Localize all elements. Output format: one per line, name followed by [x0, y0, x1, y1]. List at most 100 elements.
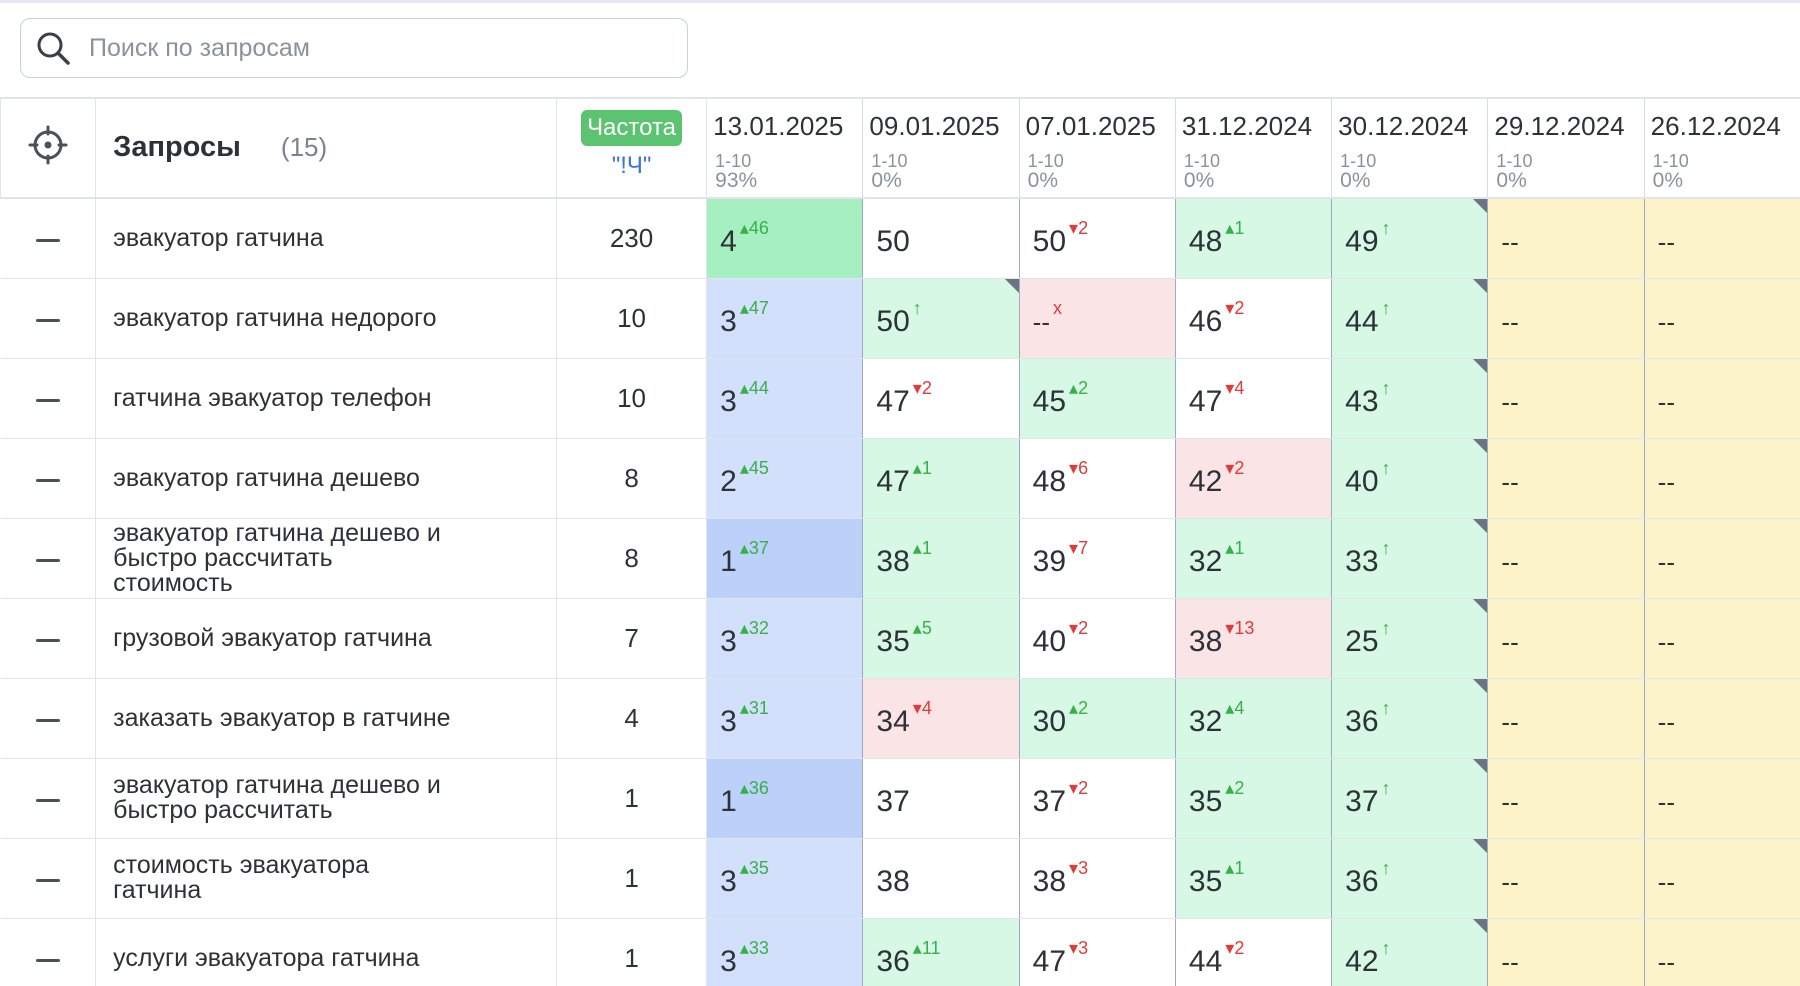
position-cell[interactable]: 37 ↑ — [1331, 758, 1489, 839]
remove-query-icon[interactable] — [35, 799, 60, 802]
position-cell[interactable]: -- — [1487, 518, 1645, 599]
remove-query-icon[interactable] — [35, 479, 60, 482]
position-cell[interactable]: -- — [1487, 918, 1645, 986]
position-cell[interactable]: 48 ▾6 — [1018, 438, 1176, 519]
position-cell[interactable]: 49 ↑ — [1331, 198, 1489, 279]
position-cell[interactable]: 34 ▾4 — [862, 678, 1020, 759]
date-column-header[interactable]: 07.01.2025 1-10 0% — [1018, 97, 1176, 199]
date-column-header[interactable]: 13.01.2025 1-10 93% — [706, 97, 864, 199]
search-box[interactable] — [20, 18, 688, 78]
position-cell[interactable]: 37 ▾2 — [1018, 758, 1176, 839]
position-cell[interactable]: 38 — [862, 838, 1020, 919]
position-cell[interactable]: 50 — [862, 198, 1020, 279]
position-cell[interactable]: 40 ↑ — [1331, 438, 1489, 519]
position-cell[interactable]: 38 ▾3 — [1018, 838, 1176, 919]
position-cell[interactable]: 35 ▴2 — [1174, 758, 1333, 839]
position-cell[interactable]: 43 ↑ — [1331, 358, 1489, 439]
position-cell[interactable]: 33 ↑ — [1331, 518, 1489, 599]
remove-query-icon[interactable] — [35, 959, 60, 962]
position-cell[interactable]: 38 ▴1 — [862, 518, 1020, 599]
position-cell[interactable]: 36 ↑ — [1331, 678, 1489, 759]
position-cell[interactable]: 25 ↑ — [1331, 598, 1489, 679]
position-value: 4 — [720, 225, 737, 259]
position-cell[interactable]: 3 ▴47 — [706, 278, 864, 359]
query-cell: заказать эвакуатор в гатчине — [95, 678, 557, 759]
position-cell[interactable]: 40 ▾2 — [1018, 598, 1176, 679]
position-cell[interactable]: 3 ▴33 — [706, 918, 864, 986]
position-cell[interactable]: 4 ▴46 — [706, 198, 864, 279]
search-input[interactable] — [87, 32, 687, 64]
position-cell[interactable]: -- — [1643, 598, 1800, 679]
position-cell[interactable]: 36 ↑ — [1331, 838, 1489, 919]
position-cell[interactable]: -- — [1487, 598, 1645, 679]
position-cell[interactable]: -- — [1643, 758, 1800, 839]
position-cell[interactable]: -- — [1487, 678, 1645, 759]
position-cell[interactable]: -- — [1487, 358, 1645, 439]
position-cell[interactable]: 3 ▴44 — [706, 358, 864, 439]
position-cell[interactable]: 3 ▴32 — [706, 598, 864, 679]
position-cell[interactable]: 32 ▴4 — [1174, 678, 1333, 759]
remove-query-icon[interactable] — [35, 559, 60, 562]
position-cell[interactable]: -- — [1487, 198, 1645, 279]
date-column-header[interactable]: 30.12.2024 1-10 0% — [1331, 97, 1489, 199]
remove-query-icon[interactable] — [35, 239, 60, 243]
position-cell[interactable]: -- — [1487, 278, 1645, 359]
position-cell[interactable]: -- — [1487, 758, 1645, 839]
remove-query-icon[interactable] — [35, 879, 60, 882]
remove-query-icon[interactable] — [35, 719, 60, 722]
date-column-header[interactable]: 09.01.2025 1-10 0% — [862, 97, 1020, 199]
position-cell[interactable]: 1 ▴37 — [706, 518, 864, 599]
position-cell[interactable]: 45 ▴2 — [1018, 358, 1176, 439]
position-cell[interactable]: 3 ▴35 — [706, 838, 864, 919]
position-cell[interactable]: 38 ▾13 — [1174, 598, 1333, 679]
target-icon[interactable] — [28, 125, 68, 170]
position-value: 3 — [720, 865, 737, 898]
remove-query-icon[interactable] — [35, 319, 60, 322]
position-cell[interactable]: 47 ▾4 — [1174, 358, 1333, 439]
position-cell[interactable]: 47 ▾3 — [1018, 918, 1176, 986]
position-cell[interactable]: -- — [1643, 518, 1800, 599]
position-cell[interactable]: 32 ▴1 — [1174, 518, 1333, 599]
position-cell[interactable]: 46 ▾2 — [1174, 278, 1333, 359]
position-value: 33 — [1345, 545, 1379, 578]
position-cell[interactable]: 44 ↑ — [1331, 278, 1489, 359]
position-cell[interactable]: -- — [1643, 438, 1800, 519]
position-cell[interactable]: 42 ↑ — [1331, 918, 1489, 986]
position-cell[interactable]: 47 ▴1 — [862, 438, 1020, 519]
remove-query-icon[interactable] — [35, 639, 60, 642]
position-cell[interactable]: 36 ▴11 — [862, 918, 1020, 986]
position-cell[interactable]: -- x — [1018, 278, 1176, 359]
date-column-header[interactable]: 31.12.2024 1-10 0% — [1174, 97, 1333, 199]
position-cell[interactable]: 1 ▴36 — [706, 758, 864, 839]
position-cell[interactable]: 37 — [862, 758, 1020, 839]
position-cell[interactable]: 47 ▾2 — [862, 358, 1020, 439]
frequency-badge[interactable]: Частота — [581, 110, 683, 146]
position-cell[interactable]: 50 ↑ — [862, 278, 1020, 359]
position-value: 42 — [1345, 945, 1379, 978]
position-cell[interactable]: 3 ▴31 — [706, 678, 864, 759]
position-value: -- — [1657, 706, 1675, 737]
date-column-header[interactable]: 29.12.2024 1-10 0% — [1487, 97, 1645, 199]
position-cell[interactable]: 50 ▾2 — [1018, 198, 1176, 279]
position-cell[interactable]: 39 ▾7 — [1018, 518, 1176, 599]
position-cell[interactable]: -- — [1643, 678, 1800, 759]
position-cell[interactable]: 44 ▾2 — [1174, 918, 1333, 986]
position-cell[interactable]: -- — [1487, 438, 1645, 519]
position-cell[interactable]: 35 ▴5 — [862, 598, 1020, 679]
frequency-mode[interactable]: "!Ч" — [611, 152, 652, 179]
position-cell[interactable]: -- — [1487, 838, 1645, 919]
query-text: эвакуатор гатчина дешево и быстро рассчи… — [113, 771, 441, 824]
position-cell[interactable]: -- — [1643, 198, 1800, 279]
position-cell[interactable]: 30 ▴2 — [1018, 678, 1176, 759]
position-cell[interactable]: 35 ▴1 — [1174, 838, 1333, 919]
position-cell[interactable]: 2 ▴45 — [706, 438, 864, 519]
position-cell[interactable]: -- — [1643, 918, 1800, 986]
position-cell[interactable]: -- — [1643, 838, 1800, 919]
date-column-header[interactable]: 26.12.2024 1-10 0% — [1643, 97, 1800, 199]
position-cell[interactable]: 48 ▴1 — [1174, 198, 1333, 279]
remove-query-icon[interactable] — [35, 399, 60, 402]
position-cell[interactable]: -- — [1643, 278, 1800, 359]
position-cell[interactable]: -- — [1643, 358, 1800, 439]
position-cell[interactable]: 42 ▾2 — [1174, 438, 1333, 519]
corner-marker-icon — [1473, 278, 1488, 293]
